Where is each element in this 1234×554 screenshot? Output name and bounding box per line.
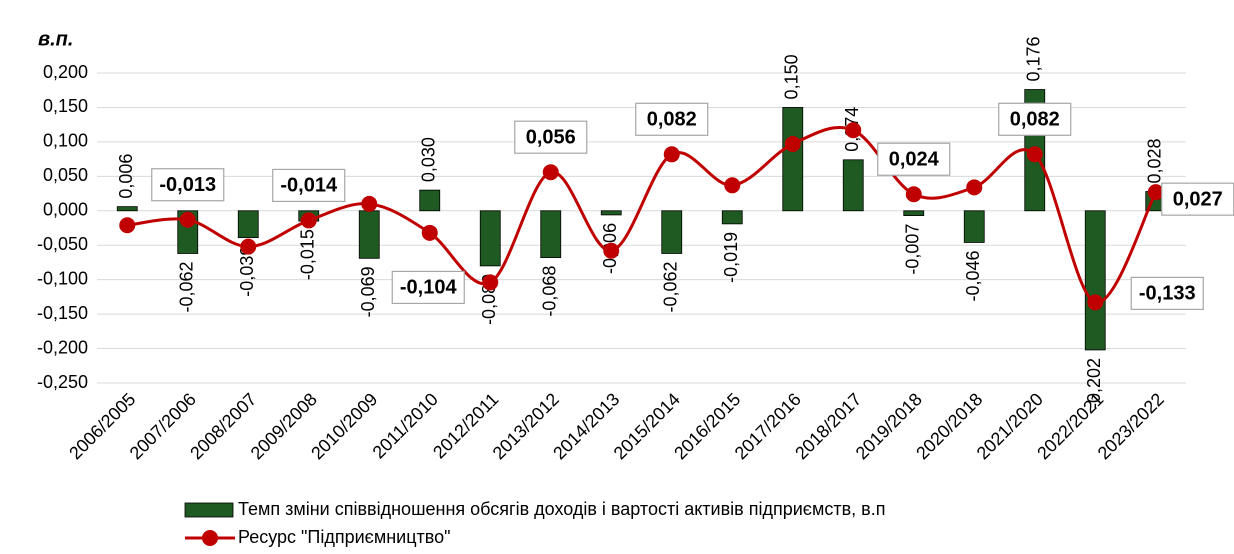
line-marker (421, 224, 438, 241)
x-tick-label: 2023/2022 (1094, 389, 1168, 463)
legend-swatch (202, 530, 218, 546)
line-label-box (635, 102, 709, 136)
line-marker (663, 146, 680, 163)
line-marker (179, 211, 196, 228)
line-marker (784, 135, 801, 152)
line-marker (1026, 146, 1043, 163)
bar (842, 159, 864, 212)
bar (963, 210, 985, 243)
bar (1084, 210, 1106, 351)
y-tick-label: -0,200 (37, 337, 88, 357)
x-tick-label: 2010/2009 (307, 389, 381, 463)
line-marker (1087, 294, 1104, 311)
bar-value-label: -0,069 (358, 266, 378, 317)
line-marker (966, 179, 983, 196)
bar (782, 107, 804, 212)
line-value-label: -0,133 (1139, 283, 1196, 305)
line-marker (845, 122, 862, 139)
bar-value-label: -0,007 (903, 224, 923, 275)
line (127, 125, 1158, 304)
bar (661, 210, 683, 254)
line-marker (603, 242, 620, 259)
bar (479, 210, 501, 267)
line-label-box (391, 270, 465, 305)
bar-value-label: -0,202 (1084, 358, 1104, 409)
bar (116, 206, 138, 212)
y-tick-label: -0,050 (37, 234, 88, 254)
y-tick-label: 0,150 (43, 96, 88, 116)
y-axis-label: в.п. (38, 28, 73, 50)
bar-value-label: -0,062 (177, 261, 197, 312)
line-label-box (272, 168, 346, 203)
line-label-box (877, 142, 951, 176)
line-value-label: 0,082 (647, 109, 697, 131)
line-label-box (1130, 276, 1204, 310)
bar-value-label: -0,046 (963, 250, 983, 301)
y-tick-label: -0,100 (37, 268, 88, 288)
line-marker (1147, 184, 1164, 201)
bar (419, 189, 441, 212)
line-marker (905, 186, 922, 203)
y-tick-label: 0,200 (43, 62, 88, 82)
y-tick-label: -0,250 (37, 372, 88, 392)
line-value-label: -0,104 (400, 277, 458, 299)
bar (358, 210, 380, 259)
line-value-label: -0,014 (280, 175, 338, 197)
y-tick-label: -0,150 (37, 303, 88, 323)
bar (903, 210, 925, 216)
y-tick-label: 0,000 (43, 200, 88, 220)
line-marker (300, 212, 317, 229)
line-value-label: 0,082 (1010, 109, 1060, 131)
y-tick-label: 0,100 (43, 131, 88, 151)
bar-value-label: 0,006 (116, 154, 136, 199)
line-value-label: 0,056 (526, 126, 576, 148)
legend-swatch (184, 502, 234, 518)
line-label-box (151, 168, 225, 202)
bar-value-label: -0,062 (661, 261, 681, 312)
bar-value-label: 0,030 (419, 137, 439, 182)
bar-value-label: -0,068 (540, 266, 560, 317)
line-marker (542, 164, 559, 181)
bar-value-label: -0,015 (298, 229, 318, 280)
line-value-label: 0,024 (889, 149, 940, 171)
bar-value-label: 0,028 (1145, 138, 1165, 183)
bar (540, 210, 562, 259)
line-marker (240, 238, 257, 255)
line-marker (482, 274, 499, 291)
line-marker (361, 195, 378, 212)
line-marker (724, 177, 741, 194)
legend-label: Темп зміни співвідношення обсягів доході… (238, 499, 885, 519)
y-tick-label: 0,050 (43, 165, 88, 185)
legend-label: Ресурс "Підприємництво" (238, 527, 451, 547)
line-value-label: -0,013 (159, 174, 216, 196)
line-label-box (998, 102, 1072, 136)
bar-value-label: 0,150 (782, 54, 802, 99)
bar (721, 210, 743, 225)
bar-value-label: -0,039 (237, 246, 257, 297)
bar (237, 210, 259, 239)
bar-value-label: 0,176 (1024, 36, 1044, 81)
bar (600, 210, 622, 216)
line-marker (119, 217, 136, 234)
line-label-box (514, 120, 588, 154)
line-value-label: 0,027 (1173, 188, 1223, 210)
line-label-box (1161, 182, 1234, 216)
bar-value-label: -0,019 (721, 232, 741, 283)
